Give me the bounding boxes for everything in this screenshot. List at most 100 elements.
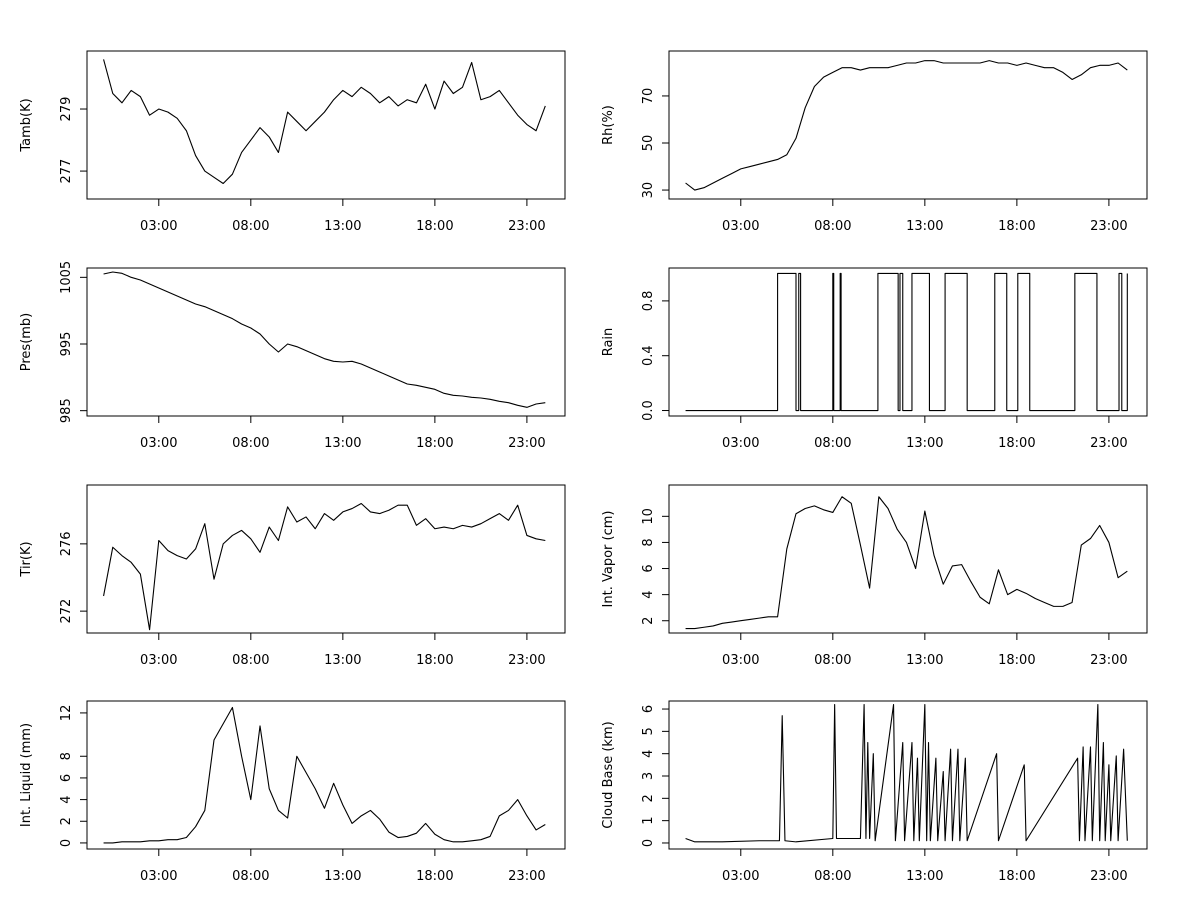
x-tick-label: 08:00 <box>814 869 851 884</box>
y-tick-label: 2 <box>641 794 656 802</box>
y-tick-label: 1 <box>641 817 656 825</box>
panel: Pres(mb) 985 995 1005 03:00 08:00 13:00 18:00 23… <box>19 261 566 451</box>
x-tick-label: 08:00 <box>814 653 851 668</box>
data-line <box>685 704 1128 843</box>
plot-frame <box>86 50 566 200</box>
y-tick-label: 0 <box>641 839 656 847</box>
plot-frame <box>668 50 1148 200</box>
x-tick-label: 03:00 <box>140 219 177 234</box>
plot-frame <box>86 484 566 634</box>
x-tick-label: 13:00 <box>906 869 943 884</box>
x-tick-label: 03:00 <box>722 869 759 884</box>
y-axis-label: Tir(K) <box>19 541 34 577</box>
plot-frame <box>668 484 1148 634</box>
x-tick-label: 23:00 <box>508 436 545 451</box>
x-tick-label: 18:00 <box>416 219 453 234</box>
panel: Int. Liquid (mm) 0 2 4 6 8 12 03:00 08:00 13:00 18… <box>19 700 566 884</box>
x-tick-label: 23:00 <box>1090 436 1127 451</box>
x-tick-label: 23:00 <box>1090 869 1127 884</box>
y-axis-label: Cloud Base (km) <box>601 721 616 828</box>
data-line <box>685 272 1128 412</box>
y-tick-label: 1005 <box>59 261 74 294</box>
x-tick-label: 13:00 <box>906 436 943 451</box>
y-tick-label: 8 <box>59 752 74 760</box>
x-tick-label: 08:00 <box>232 653 269 668</box>
y-tick-label: 70 <box>641 88 656 105</box>
x-tick-label: 18:00 <box>416 436 453 451</box>
data-line <box>103 271 546 408</box>
y-tick-label: 30 <box>641 182 656 199</box>
y-tick-label: 12 <box>59 705 74 722</box>
y-tick-label: 985 <box>59 398 74 423</box>
y-tick-label: 0.8 <box>641 291 656 312</box>
x-tick-label: 03:00 <box>722 436 759 451</box>
y-tick-label: 6 <box>641 564 656 572</box>
y-tick-label: 0 <box>59 839 74 847</box>
y-tick-label: 6 <box>59 774 74 782</box>
plot-frame <box>668 700 1148 850</box>
panel: Int. Vapor (cm) 2 4 6 8 10 03:00 08:00 13:00 18:0… <box>601 484 1148 668</box>
y-tick-label: 4 <box>59 795 74 803</box>
y-tick-label: 6 <box>641 705 656 713</box>
panel: Rain 0.0 0.4 0.8 03:00 08:00 13:00 18:00 23:00 <box>601 267 1148 451</box>
y-tick-label: 5 <box>641 727 656 735</box>
x-tick-label: 03:00 <box>722 653 759 668</box>
x-tick-label: 13:00 <box>324 219 361 234</box>
data-line <box>103 502 546 631</box>
x-tick-label: 23:00 <box>1090 653 1127 668</box>
plot-frame <box>86 267 566 417</box>
x-tick-label: 08:00 <box>232 219 269 234</box>
y-axis-label: Rh(%) <box>601 105 616 145</box>
x-tick-label: 18:00 <box>416 653 453 668</box>
x-tick-label: 03:00 <box>722 219 759 234</box>
y-axis-label: Pres(mb) <box>19 313 34 372</box>
y-tick-label: 4 <box>641 590 656 598</box>
panel: Tamb(K) 277 279 03:00 08:00 13:00 18:00 23:00 <box>19 50 566 234</box>
x-tick-label: 08:00 <box>232 869 269 884</box>
x-tick-label: 18:00 <box>998 653 1035 668</box>
y-tick-label: 276 <box>59 531 74 556</box>
x-tick-label: 03:00 <box>140 436 177 451</box>
y-tick-label: 2 <box>59 817 74 825</box>
x-tick-label: 18:00 <box>998 219 1035 234</box>
data-line <box>685 60 1128 191</box>
panel: Tir(K) 272 276 03:00 08:00 13:00 18:00 23:00 <box>19 484 566 668</box>
y-tick-label: 2 <box>641 617 656 625</box>
y-tick-label: 50 <box>641 135 656 152</box>
x-tick-label: 13:00 <box>906 653 943 668</box>
y-axis-label: Int. Vapor (cm) <box>601 511 616 608</box>
x-tick-label: 03:00 <box>140 869 177 884</box>
y-tick-label: 3 <box>641 772 656 780</box>
y-axis-label: Int. Liquid (mm) <box>19 723 34 827</box>
x-tick-label: 23:00 <box>508 219 545 234</box>
data-line <box>685 496 1128 630</box>
y-tick-label: 0.0 <box>641 400 656 421</box>
x-tick-label: 08:00 <box>814 436 851 451</box>
x-tick-label: 18:00 <box>998 869 1035 884</box>
y-tick-label: 0.4 <box>641 345 656 366</box>
y-tick-label: 4 <box>641 750 656 758</box>
x-tick-label: 18:00 <box>998 436 1035 451</box>
x-tick-label: 13:00 <box>324 436 361 451</box>
x-tick-label: 03:00 <box>140 653 177 668</box>
y-tick-label: 10 <box>641 508 656 525</box>
x-tick-label: 13:00 <box>324 653 361 668</box>
x-tick-label: 23:00 <box>508 869 545 884</box>
panel: Cloud Base (km) 0 1 2 3 4 5 6 03:00 08:00 13:00 18:… <box>601 700 1148 884</box>
x-tick-label: 08:00 <box>232 436 269 451</box>
y-tick-label: 8 <box>641 538 656 546</box>
plot-frame <box>86 700 566 850</box>
x-tick-label: 13:00 <box>906 219 943 234</box>
x-tick-label: 23:00 <box>1090 219 1127 234</box>
y-tick-label: 995 <box>59 332 74 357</box>
x-tick-label: 23:00 <box>508 653 545 668</box>
panel: Rh(%) 30 50 70 03:00 08:00 13:00 18:00 23:00 <box>601 50 1148 234</box>
y-axis-label: Rain <box>601 328 616 357</box>
x-tick-label: 13:00 <box>324 869 361 884</box>
y-axis-label: Tamb(K) <box>19 98 34 152</box>
x-tick-label: 18:00 <box>416 869 453 884</box>
x-tick-label: 08:00 <box>814 219 851 234</box>
data-line <box>103 706 546 844</box>
